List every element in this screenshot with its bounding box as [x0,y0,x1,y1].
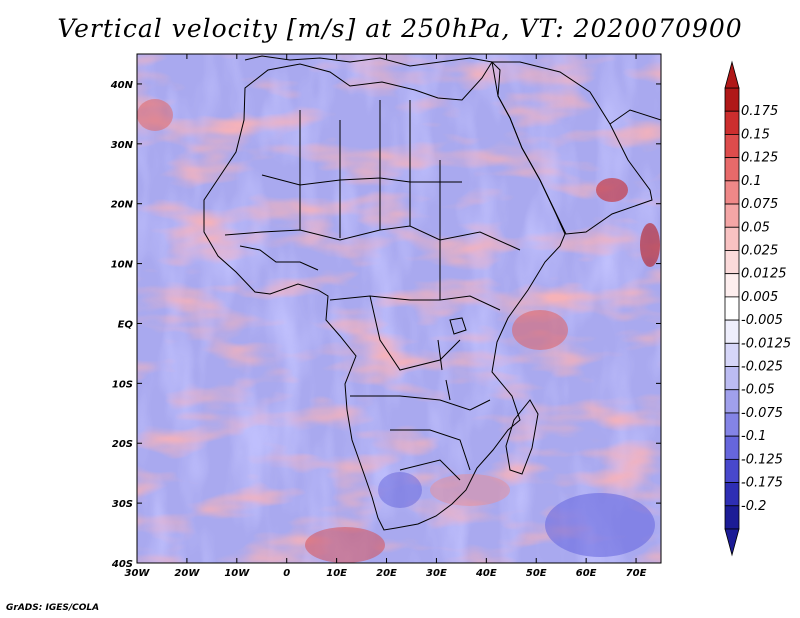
colorbar-swatch [724,482,740,507]
lon-tick-label: 40E [475,568,497,579]
lon-tick-label: 10E [326,568,347,579]
border-congo [369,295,461,371]
colorbar-swatch [724,203,740,228]
border-vertical-west [299,100,381,238]
colorbar-swatch [724,296,740,321]
velocity-field-texture [137,54,661,563]
colorbar-label: -0.175 [741,476,783,491]
lon-tick-label: 60E [576,568,597,579]
border-southern [350,395,491,411]
lake-victoria [449,317,467,335]
colorbar-label: -0.0125 [741,336,791,351]
colorbar-label: 0.1 [741,174,762,189]
colorbar-swatch [724,134,740,159]
colorbar-label: 0.005 [741,290,778,305]
colorbar-label: -0.025 [741,360,783,375]
lon-tick-label: 70E [626,568,647,579]
colorbar-label: 0.125 [741,151,778,166]
colorbar-swatch [724,110,740,135]
lat-tick-label: EQ [118,319,134,330]
iran-coastline [609,109,661,125]
lon-tick-label: 50E [526,568,547,579]
colorbar-label: -0.075 [741,406,783,421]
colorbar-label: 0.175 [741,104,778,119]
lat-tick-label: 40N [110,80,134,91]
lat-tick-label: 20S [112,439,133,450]
colorbar-label: -0.125 [741,452,783,467]
colorbar-swatch [724,273,740,298]
colorbar-label: 0.15 [741,127,770,142]
grads-credit: GrADS: IGES/COLA [6,603,100,613]
colorbar-label: -0.2 [741,499,766,514]
velocity-highlights [137,99,660,563]
longitude-axis: 30W 20W 10W 0 10E 20E 30E 40E 50E 60E 70E [125,54,647,579]
lake-tanganyika [437,339,451,401]
colorbar-swatch [724,389,740,414]
colorbar-swatch [724,87,740,112]
downdraft-indian-ocean [545,493,655,557]
border-central [329,295,501,311]
colorbar-swatch [724,505,740,530]
colorbar-label: -0.05 [741,383,775,398]
colorbar-label: 0.0125 [741,267,787,282]
lon-tick-label: 30E [426,568,447,579]
border-vertical-east [409,100,441,300]
lat-tick-label: 40S [111,559,133,570]
colorbar-swatch [724,366,740,391]
colorbar-swatch [724,412,740,437]
lon-tick-label: 0 [283,568,290,579]
updraft-east-africa [640,223,660,267]
updraft-south-atlantic [305,527,385,563]
updraft-arabian-sea [512,310,568,350]
arabia-coastline [491,61,653,235]
colorbar-swatch [724,458,740,483]
updraft-mozambique-channel [430,474,510,506]
africa-coastline [203,61,566,531]
lat-tick-label: 10N [111,260,134,271]
colorbar-swatch [724,180,740,205]
colorbar-swatch [724,342,740,367]
lat-tick-label: 30N [111,140,134,151]
lat-tick-label: 20N [111,200,134,211]
border-sahara-north [261,174,462,186]
border-west-africa [239,245,319,271]
lat-tick-label: 30S [112,499,133,510]
colorbar-swatch [724,435,740,460]
europe-coastline [244,55,493,67]
border-south-africa [390,429,471,481]
map-title: Vertical velocity [m/s] at 250hPa, VT: 2… [57,14,743,43]
updraft-arabia [596,178,628,202]
colorbar-swatch [724,250,740,275]
colorbar-bottom-arrow [724,528,740,557]
madagascar-coastline [505,399,539,475]
colorbar: 0.175 0.15 0.125 0.1 0.075 0.05 0.025 0.0125 0.0… [724,60,791,557]
downdraft-south-africa [378,472,422,508]
updraft-west-atlantic [137,99,173,131]
coastlines-and-borders [203,55,661,531]
colorbar-label: -0.1 [741,429,766,444]
lon-tick-label: 30W [125,568,151,579]
colorbar-swatch [724,319,740,344]
colorbar-label: 0.025 [741,243,778,258]
plot-frame [136,53,662,564]
plot-area: 30W 20W 10W 0 10E 20E 30E 40E 50E 60E 70E 40N 30N 20… [110,53,662,579]
lon-tick-label: 20W [174,568,200,579]
colorbar-label: 0.05 [741,220,770,235]
lon-tick-label: 10W [224,568,250,579]
lat-tick-label: 10S [112,379,133,390]
colorbar-label: -0.005 [741,313,783,328]
colorbar-label: 0.075 [741,197,778,212]
lon-tick-label: 20E [376,568,397,579]
colorbar-top-arrow [724,60,740,89]
latitude-axis: 40N 30N 20N 10N EQ 10S 20S 30S 40S [110,80,661,570]
colorbar-swatch [724,226,740,251]
colorbar-swatch [724,157,740,182]
